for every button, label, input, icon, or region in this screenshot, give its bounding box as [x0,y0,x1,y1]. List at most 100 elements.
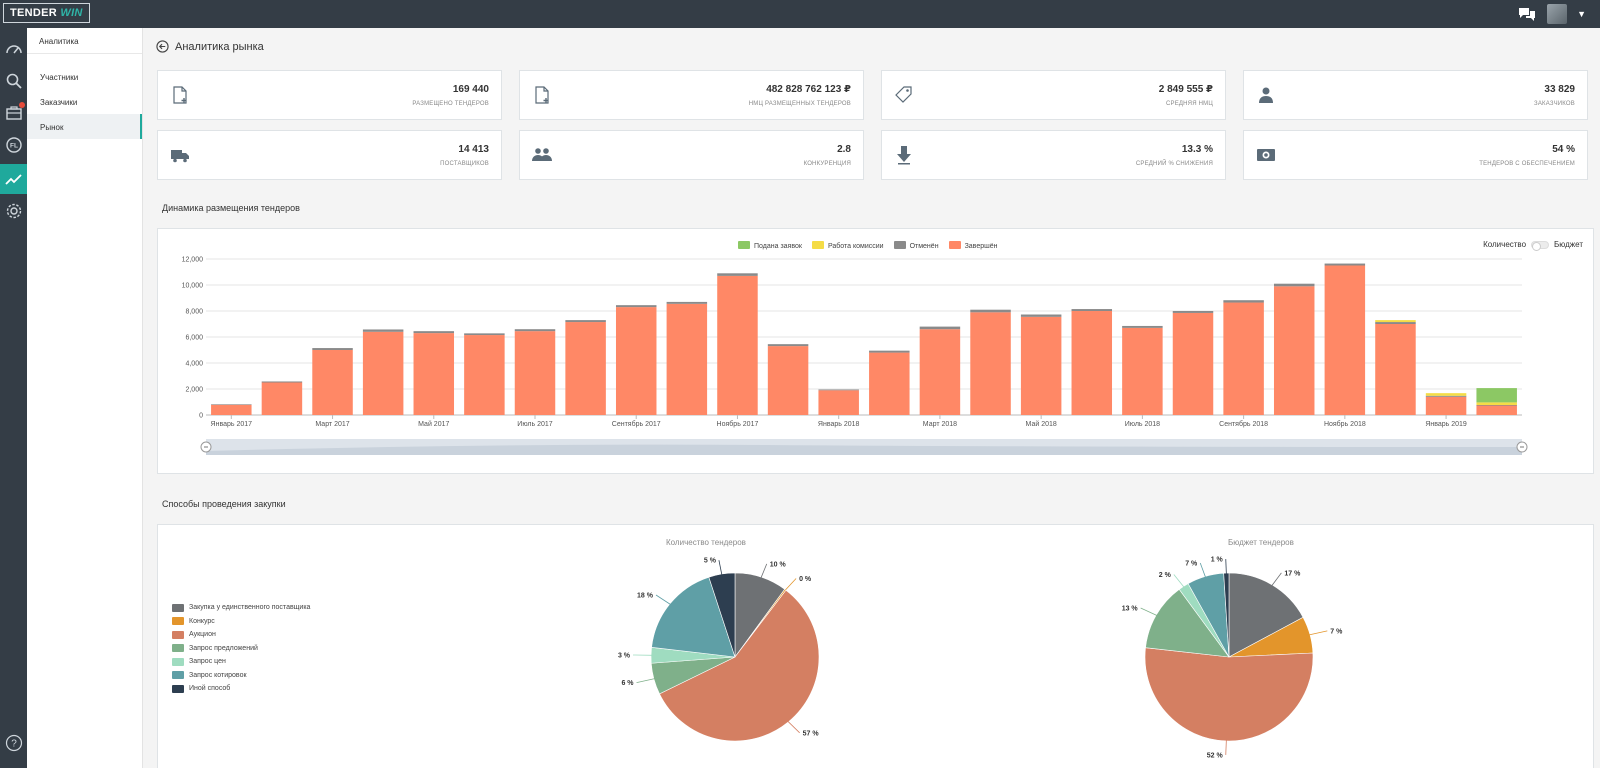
bar-segment [615,307,657,415]
pie-value-label: 0 % [799,576,812,583]
bar-segment [615,305,657,308]
pie-legend-item[interactable]: Конкурс [172,615,310,629]
rail-dashboard[interactable] [0,34,27,64]
bar-segment [211,404,252,415]
pie-label-connector [1140,607,1159,617]
stat-card-competition: 2.8 конкуренция [519,130,864,180]
stat-card-avg-nmc: 2 849 555 ₽ средняя НМЦ [881,70,1226,120]
bar-segment [413,333,455,415]
methods-panel: Количество тендеров Бюджет тендеров Заку… [157,524,1594,768]
file-plus-icon [535,86,549,104]
stat-value: 33 829 [1544,84,1575,95]
stat-value: 2.8 [837,144,851,155]
rail-fl[interactable]: FL [0,130,27,160]
metric-toggle-switch[interactable] [1531,240,1550,251]
arrow-down-icon [897,146,911,165]
bar-segment [666,303,708,415]
fl-icon: FL [5,137,22,153]
subnav-item-participants[interactable]: Участники [40,73,79,82]
chat-icon[interactable] [1517,4,1537,24]
pie-label-connector [783,578,797,592]
bar-segment [1375,320,1416,323]
pie-legend-item[interactable]: Аукцион [172,628,310,642]
bar-segment [717,275,758,415]
bar-segment [1425,396,1467,415]
stat-card-customers: 33 829 заказчиков [1243,70,1588,120]
pie-legend-item[interactable]: Запрос предложений [172,642,310,656]
bar-segment [818,389,859,391]
x-tick-label: Ноябрь 2018 [1324,420,1366,428]
stat-card-security: 54 % тендеров с обеспечением [1243,130,1588,180]
page-title: Аналитика рынка [175,40,264,53]
pie-title-count: Количество тендеров [666,538,746,547]
x-tick-label: Ноябрь 2017 [717,420,759,428]
legend-item-commission[interactable]: Работа комиссии [811,241,884,250]
bar-segment [514,329,556,332]
chevron-down-icon[interactable]: ▼ [1577,9,1586,19]
bar-segment [1476,404,1517,406]
legend-item-submitted[interactable]: Подана заявок [738,241,802,250]
bar-segment [1324,265,1366,415]
dynamics-section-title: Динамика размещения тендеров [162,203,300,213]
y-tick-label: 8,000 [185,309,203,316]
subnav-item-customers[interactable]: Заказчики [40,98,78,107]
bar-segment [1324,263,1366,266]
pie-label-connector [1225,559,1227,576]
y-tick-label: 0 [199,413,203,420]
rail-analytics[interactable] [0,164,27,194]
page-header: Аналитика рынка [156,40,264,53]
stat-card-tenders: 169 440 размещено тендеров [157,70,502,120]
pie-label-connector [655,594,672,606]
stat-card-reduction: 13.3 % средний % снижения [881,130,1226,180]
rail-help[interactable]: ? [0,728,27,758]
pie-legend-item[interactable]: Иной способ [172,682,310,696]
x-tick-label: Март 2017 [315,421,349,428]
pie-value-label: 52 % [1207,752,1224,759]
rail-settings[interactable] [0,196,27,226]
bar-segment [362,329,404,332]
pie-value-label: 57 % [803,730,820,737]
stat-label: средний % снижения [1135,161,1213,167]
stat-label: поставщиков [440,161,489,167]
back-arrow-icon[interactable] [156,40,169,53]
bar-segment [464,335,505,415]
pie-title-budget: Бюджет тендеров [1228,538,1294,547]
y-tick-label: 12,000 [182,257,204,264]
pie-legend-item[interactable]: Запрос котировок [172,669,310,683]
pie-value-label: 7 % [1330,628,1343,635]
icon-rail: FL ? [0,28,27,768]
subnav-item-market[interactable]: Рынок [27,114,142,139]
svg-text:?: ? [11,739,17,750]
stat-value: 482 828 762 123 ₽ [766,84,851,95]
pie-value-label: 18 % [637,593,654,600]
legend-item-completed[interactable]: Завершён [948,241,997,250]
rail-portfolio[interactable] [0,98,27,128]
pie-value-label: 2 % [1159,572,1172,579]
bar-segment [1223,300,1264,303]
legend-item-cancelled[interactable]: Отменён [893,241,939,250]
pie-label-connector [786,720,800,734]
toggle-label-count[interactable]: Количество [1483,240,1527,249]
pie-legend-item[interactable]: Закупка у единственного поставщика [172,601,310,615]
avatar[interactable] [1547,4,1568,24]
group-icon [532,148,552,161]
money-icon [1257,149,1275,161]
bar-segment [1172,311,1214,313]
stat-label: размещено тендеров [412,101,489,107]
toggle-label-budget[interactable]: Бюджет [1554,240,1583,249]
bar-segment [413,331,455,334]
bar-segment [1122,327,1163,415]
bar-segment [1020,314,1062,317]
app-logo[interactable]: TENDER WIN [3,3,90,23]
pie-legend-item[interactable]: Запрос цен [172,655,310,669]
pie-label-connector [636,678,656,683]
x-tick-label: Май 2018 [1026,420,1057,428]
bar-segment [1476,405,1517,415]
bar-segment [767,344,809,347]
x-tick-label: Март 2018 [923,421,957,428]
bar-segment [1223,302,1264,415]
methods-section-title: Способы проведения закупки [162,499,286,509]
bar-segment [1020,316,1062,415]
rail-search[interactable] [0,66,27,96]
bar-segment [211,404,252,405]
